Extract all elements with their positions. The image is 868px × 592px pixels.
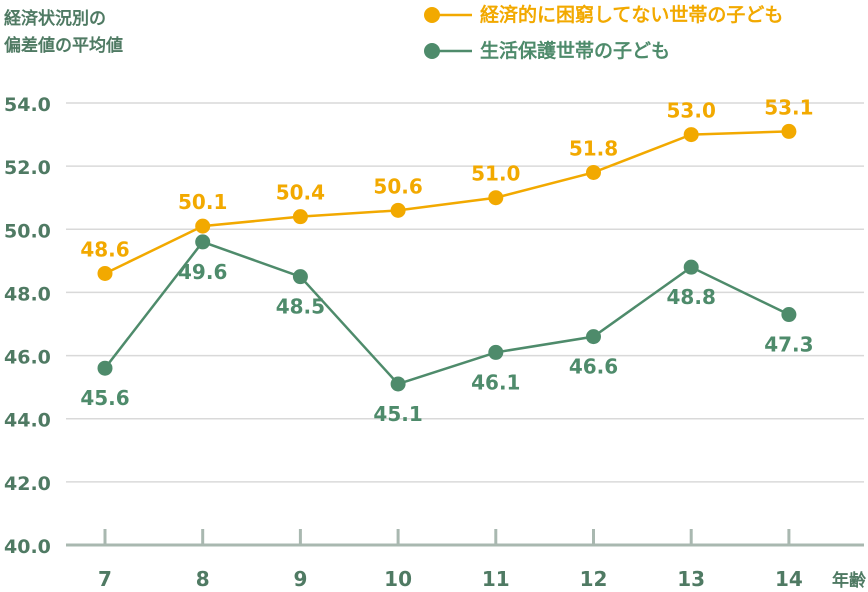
y-tick-label: 40.0 bbox=[4, 536, 51, 558]
data-label: 45.6 bbox=[80, 386, 129, 410]
legend-label-nonpoverty: 経済的に困窮してない世帯の子ども bbox=[480, 4, 784, 26]
x-tick-label: 12 bbox=[580, 567, 608, 591]
legend-marker-welfare bbox=[424, 43, 472, 59]
x-tick-label: 7 bbox=[98, 567, 112, 591]
series-line-1 bbox=[104, 240, 790, 386]
y-tick-label: 46.0 bbox=[4, 347, 51, 369]
x-tick-label: 10 bbox=[384, 567, 412, 591]
legend-label-welfare: 生活保護世帯の子ども bbox=[480, 40, 671, 62]
y-tick-label: 44.0 bbox=[4, 410, 51, 432]
x-tick-label: 9 bbox=[293, 567, 307, 591]
data-point bbox=[683, 127, 699, 143]
data-point bbox=[97, 360, 113, 376]
x-tick-label: 14 bbox=[775, 567, 803, 591]
x-tick-label: 8 bbox=[196, 567, 210, 591]
data-point bbox=[97, 265, 113, 281]
data-point bbox=[390, 376, 406, 392]
data-point bbox=[390, 202, 406, 218]
data-label: 51.8 bbox=[569, 136, 618, 160]
data-label: 50.6 bbox=[373, 174, 422, 198]
y-tick-label: 50.0 bbox=[4, 220, 51, 242]
x-tick-label: 13 bbox=[677, 567, 705, 591]
y-tick-label: 52.0 bbox=[4, 157, 51, 179]
data-label: 51.0 bbox=[471, 162, 520, 186]
x-tick-label: 11 bbox=[482, 567, 510, 591]
data-label: 46.6 bbox=[569, 355, 618, 379]
series-line-0 bbox=[104, 130, 789, 275]
data-point bbox=[292, 269, 308, 285]
data-label: 48.5 bbox=[276, 295, 325, 319]
y-tick-label: 42.0 bbox=[4, 473, 51, 495]
data-point bbox=[781, 123, 797, 139]
y-tick-label: 54.0 bbox=[4, 94, 51, 116]
legend-item-welfare: 生活保護世帯の子ども bbox=[420, 36, 860, 66]
data-label: 50.1 bbox=[178, 190, 227, 214]
y-tick-label: 48.0 bbox=[4, 283, 51, 305]
legend-marker-nonpoverty bbox=[424, 7, 472, 23]
legend-item-nonpoverty: 経済的に困窮してない世帯の子ども bbox=[420, 0, 860, 30]
data-label: 47.3 bbox=[764, 333, 813, 357]
data-point bbox=[195, 234, 211, 250]
y-axis-title-line-2: 偏差値の平均値 bbox=[4, 36, 123, 56]
y-axis-title-line-1: 経済状況別の bbox=[4, 9, 106, 29]
y-axis-title: 経済状況別の 偏差値の平均値 bbox=[4, 6, 123, 60]
data-point bbox=[586, 329, 601, 345]
data-point bbox=[683, 259, 699, 275]
data-label: 53.1 bbox=[764, 95, 813, 119]
data-point bbox=[586, 164, 601, 180]
data-point bbox=[195, 218, 211, 234]
data-point bbox=[781, 307, 797, 323]
data-label: 49.6 bbox=[178, 260, 227, 284]
data-label: 45.1 bbox=[373, 402, 422, 426]
data-point bbox=[488, 190, 504, 206]
data-label: 50.4 bbox=[276, 181, 325, 205]
data-label: 48.6 bbox=[80, 237, 129, 261]
data-label: 48.8 bbox=[667, 285, 716, 309]
data-point bbox=[292, 209, 308, 225]
data-label: 53.0 bbox=[667, 99, 716, 123]
x-axis-title: 年齢 bbox=[832, 570, 867, 591]
data-point bbox=[488, 344, 504, 360]
data-label: 46.1 bbox=[471, 370, 520, 394]
